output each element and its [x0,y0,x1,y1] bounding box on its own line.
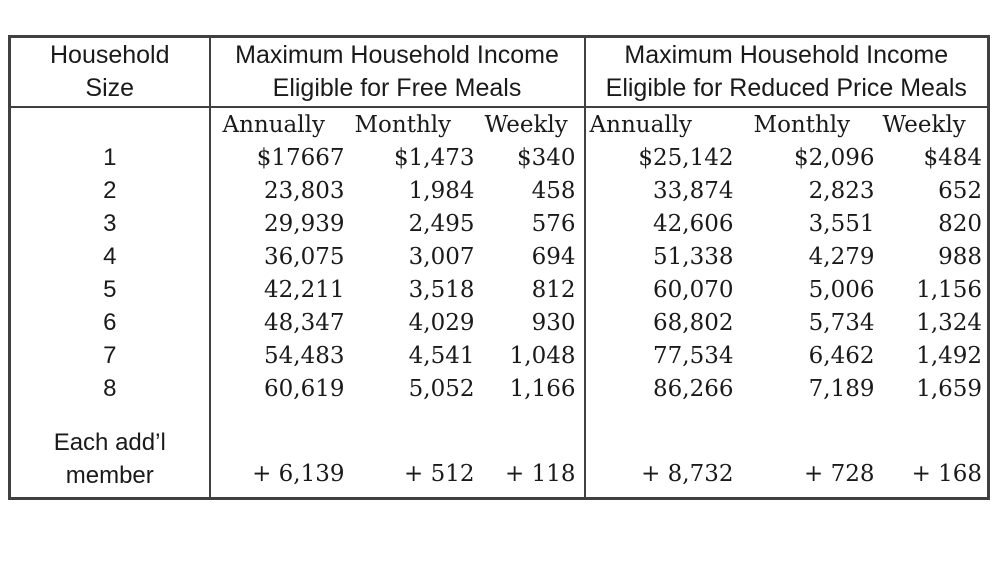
free-weekly-header: Weekly [484,111,568,138]
household-size-cell: 5 [103,276,117,303]
household-size-header: Household Size [9,36,210,108]
reduced-weekly-cell: 1,156 [916,277,983,303]
reduced-monthly-cell: 4,279 [808,244,875,270]
reduced-monthly-cell: 5,006 [808,277,875,303]
free-monthly-cell: 1,984 [408,178,475,204]
reduced-weekly-cell: 1,659 [916,376,983,402]
free-weekly-addl-cell: + 118 [505,461,576,487]
additional-member-label-line2: member [65,462,154,489]
free-meals-header-line2: Eligible for Free Meals [272,73,522,102]
free-monthly-cell: 4,029 [408,310,475,336]
table-row: 5 42,211 3,518 812 60,070 5,006 1,156 [10,273,989,307]
free-annually-cell: 54,483 [208,339,352,373]
group-header-row: Household Size Maximum Household Income … [9,36,989,108]
household-size-cell: 1 [103,144,117,171]
additional-member-label-line1: Each add’l [53,429,166,456]
reduced-annually-cell: 77,534 [583,339,747,373]
free-annually-cell: 48,347 [208,306,352,340]
reduced-price-header-line2: Eligible for Reduced Price Meals [605,73,967,102]
income-eligibility-table: Household Size Maximum Household Income … [8,35,991,500]
free-monthly-cell: 5,052 [408,376,475,402]
table-row: 2 23,803 1,984 458 33,874 2,823 652 [10,174,989,208]
reduced-annually-cell: 42,606 [583,207,747,241]
household-size-header-line2: Size [85,73,135,102]
free-weekly-cell: 1,166 [509,376,576,402]
reduced-annually-cell: 86,266 [583,372,747,406]
free-weekly-cell: 930 [531,310,576,336]
reduced-weekly-cell: 1,324 [916,310,983,336]
reduced-weekly-cell: 988 [938,244,983,270]
reduced-monthly-cell: 7,189 [808,376,875,402]
free-monthly-cell: 3,007 [408,244,475,270]
reduced-monthly-cell: 3,551 [808,211,875,237]
table-row: 3 29,939 2,495 576 42,606 3,551 820 [10,207,989,241]
reduced-annually-cell: $25,142 [583,141,747,175]
free-monthly-cell: 2,495 [408,211,475,237]
reduced-weekly-cell: 1,492 [916,343,983,369]
reduced-price-header-line1: Maximum Household Income [624,40,949,69]
reduced-monthly-cell: $2,096 [794,145,875,171]
reduced-weekly-addl-cell: + 168 [911,461,983,487]
household-size-header-line1: Household [49,40,170,69]
household-size-cell: 4 [103,243,117,270]
free-weekly-cell: 458 [531,178,576,204]
free-weekly-cell: 576 [531,211,576,237]
household-size-cell: 2 [103,177,117,204]
reduced-annually-cell: 33,874 [583,174,747,208]
household-size-cell: 8 [103,375,117,402]
free-monthly-cell: 4,541 [408,343,475,369]
free-monthly-cell: $1,473 [394,145,475,171]
additional-member-row: Each add’l member + 6,139 + 512 + 118 + … [10,405,989,499]
free-weekly-cell: 1,048 [509,343,576,369]
free-annually-cell: 23,803 [208,174,352,208]
free-annually-cell: 36,075 [208,240,352,274]
free-weekly-cell: 812 [531,277,576,303]
free-meals-group-header: Maximum Household Income Eligible for Fr… [208,36,585,108]
free-monthly-header: Monthly [354,111,452,138]
household-size-cell: 3 [103,210,117,237]
additional-member-label: Each add’l member [10,406,210,499]
table-row: 4 36,075 3,007 694 51,338 4,279 988 [10,240,989,274]
free-annually-cell: $17667 [208,141,352,175]
reduced-annually-cell: 51,338 [583,240,747,274]
free-annually-cell: 42,211 [208,273,352,307]
reduced-weekly-cell: 652 [938,178,983,204]
reduced-weekly-header: Weekly [882,111,966,138]
household-size-cell: 7 [103,342,117,369]
reduced-annually-cell: 60,070 [583,273,747,307]
reduced-monthly-cell: 6,462 [808,343,875,369]
reduced-monthly-addl-cell: + 728 [804,461,875,487]
free-monthly-addl-cell: + 512 [404,461,475,487]
reduced-weekly-cell: $484 [923,145,983,171]
free-weekly-cell: 694 [531,244,576,270]
table-row: 6 48,347 4,029 930 68,802 5,734 1,324 [10,306,989,340]
table-row: 8 60,619 5,052 1,166 86,266 7,189 1,659 [10,372,989,406]
empty-cell [10,107,210,142]
free-annually-cell: 29,939 [208,207,352,241]
free-annually-addl-cell: + 6,139 [208,405,352,499]
reduced-annually-header: Annually [583,106,747,142]
reduced-annually-addl-cell: + 8,732 [583,405,747,499]
reduced-annually-cell: 68,802 [583,306,747,340]
free-monthly-cell: 3,518 [408,277,475,303]
free-annually-cell: 60,619 [208,372,352,406]
reduced-price-group-header: Maximum Household Income Eligible for Re… [583,36,989,108]
free-annually-header: Annually [208,106,352,142]
free-weekly-cell: $340 [516,145,576,171]
free-meals-header-line1: Maximum Household Income [235,40,559,69]
table-row: 1 $17667 $1,473 $340 $25,142 $2,096 $484 [10,141,989,175]
reduced-monthly-header: Monthly [753,111,851,138]
subheader-row: Annually Monthly Weekly Annually Monthly… [10,106,989,142]
household-size-cell: 6 [103,309,117,336]
reduced-monthly-cell: 5,734 [808,310,875,336]
reduced-monthly-cell: 2,823 [808,178,875,204]
table-row: 7 54,483 4,541 1,048 77,534 6,462 1,492 [10,339,989,373]
reduced-weekly-cell: 820 [938,211,983,237]
